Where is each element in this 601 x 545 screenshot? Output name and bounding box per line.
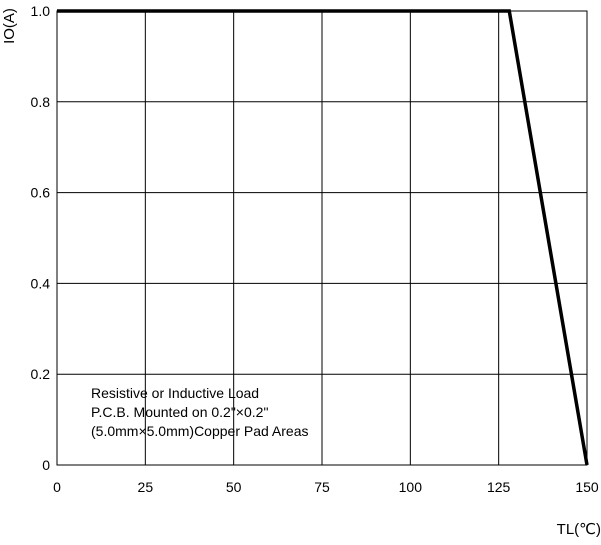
x-tick-label: 0 bbox=[53, 479, 61, 495]
y-tick-label: 0.8 bbox=[31, 94, 51, 110]
x-tick-label: 125 bbox=[487, 479, 511, 495]
y-tick-label: 0.2 bbox=[31, 366, 51, 382]
x-tick-label: 150 bbox=[575, 479, 599, 495]
annotation-line: P.C.B. Mounted on 0.2"×0.2" bbox=[91, 404, 268, 420]
annotation-line: Resistive or Inductive Load bbox=[91, 385, 259, 401]
y-tick-label: 0.4 bbox=[31, 275, 51, 291]
annotation-line: (5.0mm×5.0mm)Copper Pad Areas bbox=[91, 423, 308, 439]
y-tick-label: 1.0 bbox=[31, 3, 51, 19]
x-tick-label: 100 bbox=[399, 479, 423, 495]
series-group bbox=[57, 9, 589, 466]
y-tick-label: 0.6 bbox=[31, 185, 51, 201]
y-tick-label: 0 bbox=[42, 457, 50, 473]
x-tick-labels: 0 25 50 75 100 125 150 bbox=[53, 479, 599, 495]
annotation-note: Resistive or Inductive Load P.C.B. Mounte… bbox=[91, 385, 308, 439]
x-axis-label: TL(℃) bbox=[557, 521, 601, 538]
derating-curve bbox=[57, 9, 589, 466]
y-axis-label: IO(A) bbox=[1, 8, 18, 44]
x-tick-label: 50 bbox=[226, 479, 242, 495]
x-tick-label: 25 bbox=[138, 479, 154, 495]
x-tick-label: 75 bbox=[314, 479, 330, 495]
y-tick-labels: 0 0.2 0.4 0.6 0.8 1.0 bbox=[31, 3, 51, 473]
